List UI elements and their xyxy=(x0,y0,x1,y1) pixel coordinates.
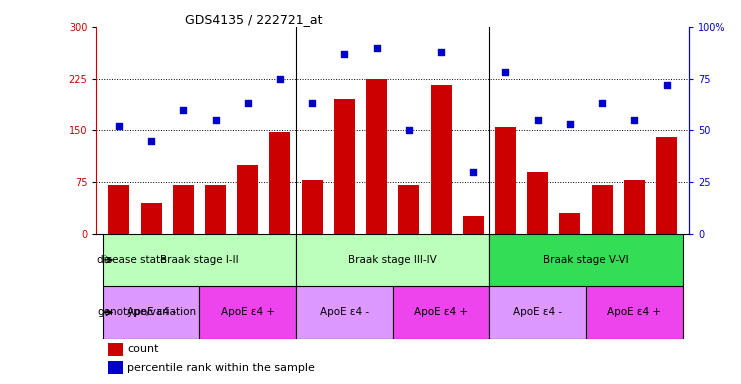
Bar xyxy=(173,185,194,233)
Bar xyxy=(296,286,393,339)
Bar xyxy=(199,286,296,339)
Text: ApoE ε4 +: ApoE ε4 + xyxy=(221,308,275,318)
Bar xyxy=(399,185,419,233)
Point xyxy=(177,106,189,113)
Point xyxy=(499,69,511,75)
Bar xyxy=(334,99,355,233)
Bar xyxy=(366,79,387,233)
Bar xyxy=(108,361,123,374)
Bar xyxy=(141,202,162,233)
Text: Braak stage I-II: Braak stage I-II xyxy=(160,255,239,265)
Point xyxy=(113,123,124,129)
Point xyxy=(210,117,222,123)
Bar xyxy=(270,132,290,233)
Text: disease state: disease state xyxy=(97,255,167,265)
Point xyxy=(661,82,673,88)
Text: ApoE ε4 +: ApoE ε4 + xyxy=(608,308,662,318)
Point xyxy=(468,169,479,175)
Text: ApoE ε4 -: ApoE ε4 - xyxy=(320,308,369,318)
Bar xyxy=(591,185,613,233)
Bar xyxy=(237,165,258,233)
Point xyxy=(339,51,350,57)
Text: genotype/variation: genotype/variation xyxy=(97,308,196,318)
Bar xyxy=(108,343,123,356)
Point xyxy=(403,127,415,133)
Point xyxy=(532,117,544,123)
Bar xyxy=(528,172,548,233)
Bar xyxy=(463,216,484,233)
Point xyxy=(242,100,253,106)
Bar xyxy=(624,180,645,233)
Bar xyxy=(559,213,580,233)
Text: Braak stage III-IV: Braak stage III-IV xyxy=(348,255,437,265)
Bar xyxy=(656,137,677,233)
Text: ApoE ε4 -: ApoE ε4 - xyxy=(514,308,562,318)
Point xyxy=(628,117,640,123)
Point xyxy=(597,100,608,106)
Bar xyxy=(489,286,586,339)
Text: ApoE ε4 +: ApoE ε4 + xyxy=(414,308,468,318)
Bar xyxy=(103,233,296,286)
Point xyxy=(564,121,576,127)
Text: GDS4135 / 222721_at: GDS4135 / 222721_at xyxy=(185,13,323,26)
Text: count: count xyxy=(127,344,159,354)
Bar xyxy=(489,233,682,286)
Point xyxy=(145,137,157,144)
Bar xyxy=(431,85,451,233)
Point xyxy=(306,100,318,106)
Bar xyxy=(103,286,199,339)
Bar xyxy=(205,185,226,233)
Point xyxy=(370,45,382,51)
Text: ApoE ε4 -: ApoE ε4 - xyxy=(127,308,176,318)
Point xyxy=(435,49,447,55)
Bar xyxy=(302,180,322,233)
Bar xyxy=(495,127,516,233)
Bar xyxy=(393,286,489,339)
Point xyxy=(274,76,286,82)
Bar xyxy=(108,185,130,233)
Text: percentile rank within the sample: percentile rank within the sample xyxy=(127,363,315,373)
Text: Braak stage V-VI: Braak stage V-VI xyxy=(543,255,629,265)
Bar xyxy=(586,286,682,339)
Bar xyxy=(296,233,489,286)
